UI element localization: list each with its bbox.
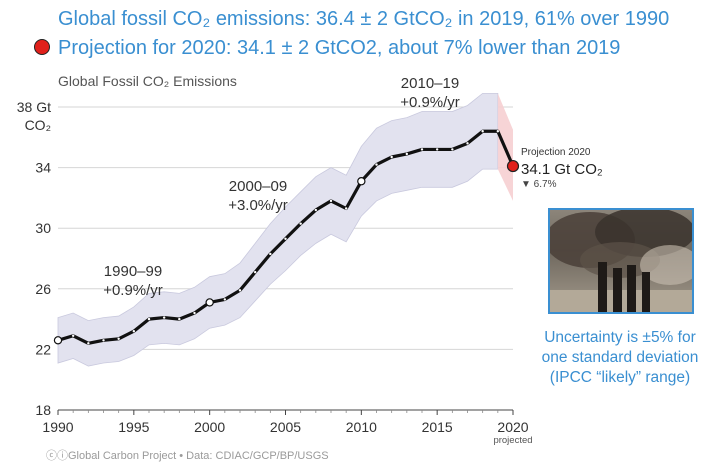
data-point-2008 xyxy=(329,199,333,203)
data-point-2019 xyxy=(496,130,500,133)
header-line-2-text: Projection for 2020: 34.1 ± 2 GtCO2, abo… xyxy=(58,37,621,59)
data-point-1990 xyxy=(53,336,63,345)
projection-label-value: 34.1 Gt CO₂ xyxy=(521,161,603,178)
data-point-2012 xyxy=(390,155,393,159)
y-tick-label-30: 30 xyxy=(35,220,51,236)
data-point-2015 xyxy=(435,148,439,151)
uncertainty-note: Uncertainty is ±5% for one standard devi… xyxy=(541,329,699,386)
data-point-1995 xyxy=(132,330,136,333)
data-point-1999 xyxy=(193,311,196,315)
annotation-a2000-line-1: +3.0%/yr xyxy=(228,197,288,214)
data-point-1994 xyxy=(117,337,120,340)
data-point-2003 xyxy=(253,270,257,274)
header-line-2: Projection for 2020: 34.1 ± 2 GtCO2, abo… xyxy=(34,37,620,60)
data-point-2007 xyxy=(314,208,318,212)
annotation-a2000-line-0: 2000–09 xyxy=(229,178,287,195)
y-unit-label-top: 38 Gt xyxy=(17,99,51,115)
projection-label-change: ▼ 6.7% xyxy=(521,179,557,190)
y-tick-label-18: 18 xyxy=(35,402,51,418)
data-point-1993 xyxy=(102,339,105,342)
x-projected-label: projected xyxy=(493,435,532,446)
x-tick-label-2020: 2020 xyxy=(497,419,528,435)
data-point-2016 xyxy=(451,148,454,151)
x-tick-label-2015: 2015 xyxy=(422,419,453,435)
chart-title: Global Fossil CO₂ Emissions xyxy=(58,73,237,89)
annotation-a2010-line-0: 2010–19 xyxy=(401,75,459,92)
footer-credit: ⓒⓘGlobal Carbon Project • Data: CDIAC/GC… xyxy=(46,450,329,462)
data-point-2017 xyxy=(466,142,469,145)
projection-point-2020 xyxy=(506,159,520,173)
x-tick-label-2005: 2005 xyxy=(270,419,301,435)
data-point-1992 xyxy=(87,342,90,345)
data-point-2002 xyxy=(238,289,242,292)
smokestack-photo xyxy=(548,208,694,314)
uncertainty-band xyxy=(57,92,499,367)
data-point-1998 xyxy=(178,317,181,321)
data-point-2005 xyxy=(284,237,287,241)
x-tick-label-1995: 1995 xyxy=(118,419,149,435)
data-point-1996 xyxy=(147,317,151,321)
data-point-2006 xyxy=(299,222,302,225)
red-bullet-icon xyxy=(34,39,50,55)
data-point-2000 xyxy=(205,298,214,307)
data-point-1997 xyxy=(162,316,166,319)
annotation-a1990-line-0: 1990–99 xyxy=(104,263,162,280)
x-tick-label-2010: 2010 xyxy=(346,419,377,435)
data-point-2004 xyxy=(269,252,272,256)
annotation-a1990-line-1: +0.9%/yr xyxy=(103,282,163,299)
annotation-a2010-line-1: +0.9%/yr xyxy=(400,94,460,111)
data-point-2011 xyxy=(375,163,378,166)
data-point-2009 xyxy=(344,207,348,210)
y-unit-label-bottom: CO₂ xyxy=(25,117,51,133)
data-point-1991 xyxy=(71,334,75,337)
projection-label-title: Projection 2020 xyxy=(521,147,591,158)
data-point-2014 xyxy=(420,148,424,151)
header-line-1: Global fossil CO₂ emissions: 36.4 ± 2 Gt… xyxy=(58,8,670,30)
data-point-2018 xyxy=(481,130,484,133)
y-tick-label-22: 22 xyxy=(35,341,51,357)
x-tick-label-1990: 1990 xyxy=(42,419,73,435)
y-tick-label-34: 34 xyxy=(35,160,51,176)
smokestack-pollution-icon xyxy=(550,210,692,312)
data-point-2010 xyxy=(357,177,366,186)
data-point-2013 xyxy=(405,152,409,156)
x-tick-label-2000: 2000 xyxy=(194,419,225,435)
data-point-2001 xyxy=(223,298,227,301)
y-tick-label-26: 26 xyxy=(35,281,51,297)
